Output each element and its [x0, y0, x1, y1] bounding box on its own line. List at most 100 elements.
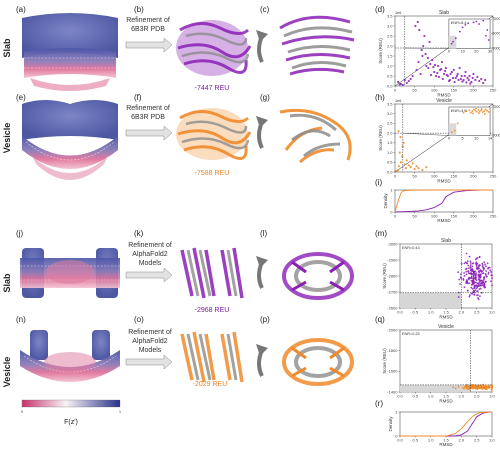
data-point — [480, 284, 482, 287]
data-point — [464, 70, 467, 74]
x-tick-label: 50 — [412, 174, 417, 179]
x-tick-label: 50 — [412, 88, 417, 93]
inset-y-tick-label: -7500 — [491, 105, 500, 109]
x-axis-label: RMSD — [439, 399, 453, 404]
chart-d-slab-scatter: 0 50 100 150 200 2500.00.51.01.52.02.53.03.5R… — [378, 10, 500, 98]
data-point — [459, 283, 461, 285]
data-point — [407, 79, 410, 83]
refine-label-f-2: 6B3R PDB — [131, 114, 165, 121]
inset-data-point — [465, 110, 468, 112]
rotate-arrow-p — [256, 344, 268, 377]
plot-frame — [399, 329, 493, 393]
panel-label-j: (j) — [16, 229, 23, 238]
data-point — [488, 266, 491, 269]
data-point — [427, 66, 430, 70]
data-point — [471, 384, 474, 386]
inset-x-tick-label: 5 — [462, 137, 464, 141]
y-tick-label: 0.0 — [387, 169, 393, 174]
data-point — [463, 286, 466, 289]
data-point — [485, 388, 487, 390]
panel-label-r: (r) — [375, 399, 383, 408]
inset-data-point — [468, 109, 471, 112]
data-point — [469, 260, 472, 263]
data-point — [466, 76, 469, 80]
data-point — [425, 64, 428, 68]
panel-label-c: (c) — [260, 5, 270, 14]
data-point — [442, 72, 446, 76]
row-label-vesicle-top: Vesicle — [2, 123, 12, 154]
panel-f-overlay-structure: -7588 REU — [176, 108, 252, 177]
y-tick-label: 1 — [390, 187, 393, 192]
data-point — [464, 268, 467, 271]
data-point — [422, 44, 425, 48]
data-point — [484, 263, 487, 266]
data-point — [429, 73, 433, 77]
data-point — [472, 72, 475, 76]
y-axis-label: Density — [383, 193, 388, 209]
refinement-arrow-o: Refinement of AlphaFold2 Models — [125, 329, 173, 370]
y-tick-label: 2.5 — [387, 33, 393, 38]
data-point — [398, 83, 401, 86]
y-tick-label: 1.0 — [387, 63, 393, 68]
y-tick-label: 1.0 — [387, 150, 393, 155]
y-tick-label: -2900 — [387, 257, 398, 262]
y-tick-label: 1.5 — [387, 140, 393, 145]
data-point — [447, 79, 451, 83]
y-tick-label: -2000 — [387, 327, 398, 332]
data-point — [471, 76, 474, 80]
data-point — [397, 130, 400, 133]
data-point — [475, 257, 478, 260]
y-axis-label: Score (REU) — [382, 263, 387, 289]
data-point — [414, 24, 417, 28]
data-point — [454, 76, 457, 80]
y-tick-label: 0.5 — [387, 160, 393, 165]
enr-annotation: ENR=0.25 — [402, 332, 420, 336]
data-point — [465, 270, 468, 273]
chart-q-vesicle-scatter: 0.0 0.5 1.0 1.5 2.0 2.5 3.0 -1400 -1600 -1800 -200… — [382, 324, 496, 404]
inset-data-point — [478, 110, 481, 113]
data-point — [470, 279, 473, 282]
inset-data-point — [486, 29, 489, 31]
arrow-right-icon — [125, 37, 173, 53]
data-point — [490, 271, 493, 273]
data-point — [415, 68, 418, 72]
data-point — [469, 262, 472, 264]
data-point — [481, 262, 484, 265]
inset-data-point — [477, 108, 480, 111]
data-point — [478, 265, 481, 267]
panel-a-slab-structure — [22, 13, 118, 91]
data-point — [457, 291, 460, 294]
inset-x-tick-label: 20 — [474, 49, 478, 53]
data-point — [405, 159, 408, 162]
data-point — [483, 282, 486, 285]
chart-title: Vesicle — [438, 324, 454, 330]
data-point — [409, 77, 412, 81]
panel-label-f: (f) — [134, 93, 142, 102]
plot-frame — [394, 189, 494, 213]
refinement-arrow-k: Refinement of AlphaFold2 Models — [125, 242, 173, 283]
data-point — [479, 287, 482, 290]
plot-frame — [399, 411, 493, 437]
panel-label-i: (i) — [375, 178, 382, 187]
data-point — [466, 385, 469, 388]
x-tick-label: 1.0 — [428, 438, 434, 443]
refine-label-o-1: Refinement of — [128, 329, 172, 336]
data-point — [484, 281, 487, 283]
data-point — [463, 262, 466, 265]
inset-data-point — [450, 42, 453, 45]
data-point — [481, 265, 484, 268]
data-point — [469, 82, 472, 85]
data-point — [419, 72, 422, 76]
data-point — [480, 291, 483, 294]
panel-g-top-view — [279, 108, 352, 164]
inset-enr-annotation: ENR=8.4 — [451, 21, 467, 25]
data-point — [467, 264, 470, 267]
reu-label-k: -2968 REU — [195, 307, 230, 314]
data-point — [467, 267, 470, 270]
y-tick-label: 3.5 — [387, 101, 393, 106]
inset-data-point — [486, 109, 489, 112]
inset-data-point — [471, 110, 474, 112]
inset-x-tick-label: 10 — [474, 137, 478, 141]
inset-plot: 0 5 10 14-5000 -7500 ENR=3.5 — [448, 105, 500, 141]
data-point — [411, 74, 414, 78]
